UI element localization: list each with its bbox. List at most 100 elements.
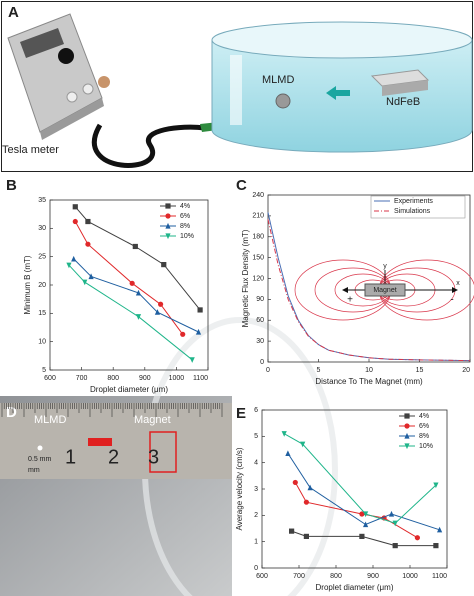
marker	[303, 533, 309, 539]
y-tick-label: 3	[254, 486, 258, 493]
y-tick-label: 6	[254, 407, 258, 414]
marker	[363, 521, 369, 528]
arrow-head	[452, 287, 458, 293]
ruler-number: 2	[108, 446, 119, 468]
marker	[132, 243, 138, 250]
y-tick-label: 15	[38, 310, 46, 317]
y-tick-label: 0	[260, 359, 264, 366]
y-tick-label: 10	[38, 339, 46, 346]
inset-label: Magnet	[373, 287, 396, 294]
marker	[433, 482, 439, 489]
marker	[281, 431, 287, 437]
inset-label: -	[450, 295, 453, 306]
x-tick-label: 10	[365, 367, 373, 374]
marker	[433, 543, 439, 549]
y-tick-label: 5	[42, 367, 46, 374]
petri-dish	[211, 21, 473, 153]
y-tick-label: 30	[256, 338, 264, 345]
x-tick-label: 900	[139, 375, 151, 382]
inset-label: y	[383, 263, 387, 270]
tesla-meter	[7, 13, 110, 140]
x-tick-label: 5	[317, 367, 321, 374]
marker	[303, 499, 309, 505]
legend-label: Simulations	[394, 208, 431, 215]
series-line	[287, 453, 440, 531]
y-axis-label: Magnetic Flux Density (mT)	[241, 229, 250, 327]
x-tick-label: 0	[266, 367, 270, 374]
magnet	[364, 283, 406, 297]
marker	[404, 413, 410, 419]
y-tick-label: 150	[252, 254, 264, 261]
marker	[189, 357, 195, 363]
x-tick-label: 1100	[193, 375, 208, 382]
y-tick-label: 20	[38, 282, 46, 289]
y-tick-label: 90	[256, 296, 264, 303]
y-tick-label: 60	[256, 317, 264, 324]
x-axis-label: Droplet diameter (μm)	[90, 385, 168, 394]
y-tick-label: 35	[38, 197, 46, 204]
marker	[165, 233, 171, 240]
marker	[197, 307, 203, 313]
series-line	[267, 219, 471, 362]
arrow-head	[342, 287, 348, 293]
marker	[388, 510, 395, 517]
x-tick-label: 700	[76, 375, 88, 382]
y-tick-label: 1	[254, 539, 258, 546]
x-tick-label: 900	[367, 573, 379, 580]
droplet	[37, 445, 43, 451]
legend-label: 4%	[180, 203, 190, 210]
series-line	[294, 482, 418, 539]
legend-label: 10%	[419, 443, 433, 450]
marker	[158, 301, 164, 307]
x-tick-label: 1100	[432, 573, 447, 580]
marker	[129, 280, 135, 286]
marker	[392, 520, 398, 527]
marker	[195, 328, 202, 335]
marker	[363, 511, 369, 518]
droplet-label: MLMD	[262, 74, 294, 86]
legend-label: 10%	[180, 233, 194, 240]
magnet-box	[149, 431, 177, 473]
x-axis-label: Droplet diameter (μm)	[316, 583, 394, 592]
panel-letter: B	[6, 177, 17, 194]
y-tick-label: 25	[38, 254, 46, 261]
panel-letter: C	[236, 177, 247, 194]
marker	[165, 213, 171, 219]
marker	[165, 203, 171, 209]
inset-label: +	[347, 295, 353, 306]
legend-label: 4%	[419, 413, 429, 420]
panel-letter: A	[8, 4, 19, 21]
marker	[165, 222, 171, 229]
x-axis-label: Distance To The Magnet (mm)	[315, 377, 423, 386]
marker	[82, 279, 88, 286]
legend-label: Experiments	[394, 198, 433, 205]
panel-letter: E	[236, 405, 246, 422]
marker	[292, 479, 298, 486]
legend-box	[370, 195, 466, 219]
magnet-label: Magnet	[134, 414, 171, 426]
ruler-unit: mm	[28, 467, 40, 474]
panel-letter: D	[6, 404, 17, 421]
marker	[154, 309, 161, 315]
legend-label: 6%	[419, 423, 429, 430]
y-tick-label: 210	[252, 213, 264, 220]
ruler-small: 0.5 mm	[28, 456, 52, 463]
marker	[72, 218, 78, 225]
marker	[404, 423, 410, 429]
x-tick-label: 15	[416, 367, 424, 374]
y-tick-label: 4	[254, 460, 258, 467]
y-tick-label: 5	[254, 433, 258, 440]
device-label: Tesla meter	[2, 144, 59, 156]
inset-label: x	[456, 280, 460, 287]
marker	[85, 241, 91, 247]
marker	[392, 543, 398, 549]
marker	[359, 511, 365, 517]
x-tick-label: 700	[293, 573, 305, 580]
x-tick-label: 1000	[402, 573, 418, 580]
series-line	[283, 433, 437, 524]
arrow-bar	[88, 438, 112, 446]
marker	[289, 528, 295, 534]
x-tick-label: 800	[107, 375, 119, 382]
